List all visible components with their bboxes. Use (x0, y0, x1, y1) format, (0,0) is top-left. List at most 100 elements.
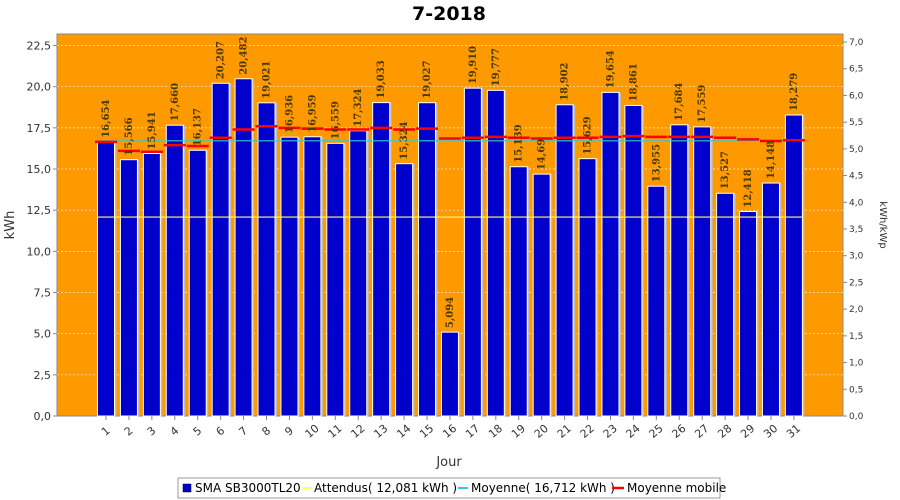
chart-title: 7-2018 (412, 3, 486, 25)
x-tick-label: 4 (168, 424, 182, 438)
x-tick-label: 19 (509, 422, 528, 441)
x-tick-label: 24 (624, 422, 643, 441)
x-tick-label: 3 (145, 424, 159, 438)
x-tick-label: 2 (122, 424, 136, 438)
bar (784, 114, 803, 417)
legend-label-average: Moyenne( 16,712 kWh ) (471, 481, 615, 495)
x-tick-label: 6 (214, 424, 228, 438)
left-axis: 0,0 2,5 5,0 7,5 10,0 12,5 15,0 17,5 20,0 22,5 (27, 40, 57, 423)
y-tick-label: 0,0 (34, 410, 52, 423)
bar (739, 211, 758, 417)
value-label: 16,137 (193, 108, 204, 146)
bar (624, 104, 643, 417)
x-tick-label: 13 (371, 422, 390, 441)
x-tick-label: 9 (282, 424, 296, 438)
y-tick-label: 15,0 (27, 163, 52, 176)
x-tick-label: 22 (578, 422, 597, 441)
value-label: 15,324 (399, 121, 410, 159)
y-tick-label: 10,0 (27, 245, 52, 258)
y-right-tick-label: 1,0 (849, 359, 864, 369)
value-label: 18,279 (789, 73, 800, 111)
value-label: 14,69 (537, 139, 548, 170)
x-tick-label: 23 (601, 422, 620, 441)
bar (349, 130, 368, 417)
y-right-tick-label: 4,0 (849, 198, 864, 208)
bar (119, 159, 138, 417)
y-right-tick-label: 1,5 (849, 332, 863, 342)
y-right-tick-label: 2,0 (849, 305, 864, 315)
value-label: 17,684 (674, 83, 685, 121)
y-right-tick-label: 3,5 (849, 225, 863, 235)
bar (97, 141, 115, 417)
value-label: 19,033 (376, 60, 387, 98)
value-label: 19,777 (491, 48, 502, 86)
value-label: 16,654 (101, 99, 112, 137)
x-axis: 1 2 3 4 5 6 7 8 9 10 11 12 13 14 15 16 17 18 19 20 21 22 23 24 2… (99, 416, 803, 441)
bar (418, 102, 437, 417)
x-tick-label: 25 (647, 422, 666, 441)
value-label: 15,139 (514, 124, 525, 162)
y-right-tick-label: 6,5 (849, 65, 863, 75)
y-axis-label: kWh (3, 211, 18, 240)
bar (440, 331, 459, 417)
value-label: 15,941 (147, 111, 158, 149)
y-right-tick-label: 5,0 (849, 145, 864, 155)
y-right-tick-label: 5,5 (849, 118, 863, 128)
x-tick-label: 10 (303, 422, 322, 441)
x-tick-label: 29 (738, 422, 757, 441)
value-label: 12,418 (743, 169, 754, 207)
legend: SMA SB3000TL20 Attendus( 12,081 kWh ) Mo… (177, 477, 726, 499)
value-label: 19,910 (468, 46, 479, 84)
bar (647, 185, 666, 417)
reference-lines (95, 124, 805, 218)
legend-frame (177, 477, 721, 499)
legend-label-production: SMA SB3000TL20 (195, 481, 301, 495)
x-tick-label: 30 (761, 422, 780, 441)
x-tick-label: 1 (99, 424, 113, 438)
legend-label-expected: Attendus( 12,081 kWh ) (314, 481, 457, 495)
y-tick-label: 2,5 (34, 369, 52, 382)
x-tick-label: 31 (784, 422, 803, 441)
bar (509, 166, 528, 417)
value-label: 16,959 (307, 94, 318, 132)
bar (188, 149, 207, 417)
x-tick-label: 20 (532, 422, 551, 441)
value-label: 16,559 (330, 101, 341, 139)
x-axis-label: Jour (435, 455, 462, 470)
value-label: 17,324 (353, 88, 364, 126)
value-label: 5,094 (445, 297, 456, 328)
bar (211, 82, 230, 417)
y-tick-label: 7,5 (34, 287, 52, 300)
y-right-tick-label: 2,5 (849, 278, 863, 288)
bar (280, 136, 299, 417)
value-label: 16,936 (284, 95, 295, 133)
x-tick-label: 8 (259, 424, 273, 438)
value-label: 14,148 (766, 141, 777, 179)
value-label: 18,861 (628, 63, 639, 101)
bar (532, 173, 551, 417)
bar (716, 192, 735, 417)
value-label: 15,629 (583, 116, 594, 154)
x-tick-label: 27 (692, 422, 711, 441)
x-tick-label: 26 (669, 422, 688, 441)
y-right-tick-label: 6,0 (849, 91, 864, 101)
bar (693, 126, 712, 417)
y-axis-right-label: kWh/kWp (877, 201, 888, 248)
value-label: 17,660 (170, 83, 181, 121)
y-tick-label: 20,0 (27, 81, 52, 94)
value-label: 19,021 (262, 61, 273, 99)
y-right-tick-label: 7,0 (849, 38, 864, 48)
value-label: 19,027 (422, 60, 433, 98)
y-tick-label: 5,0 (34, 328, 52, 341)
x-tick-label: 11 (326, 422, 345, 441)
right-axis: 0,0 0,5 1,0 1,5 2,0 2,5 3,0 3,5 4,0 4,5 5,0 5,5 6,0 6… (843, 38, 864, 422)
bar (578, 158, 597, 417)
bar (555, 104, 574, 417)
x-tick-label: 21 (555, 422, 574, 441)
value-label: 20,207 (216, 41, 227, 79)
y-right-tick-label: 0,5 (849, 385, 863, 395)
x-tick-label: 14 (394, 422, 413, 441)
bar (142, 153, 161, 417)
value-label: 19,654 (605, 50, 616, 88)
x-tick-label: 28 (715, 422, 734, 441)
